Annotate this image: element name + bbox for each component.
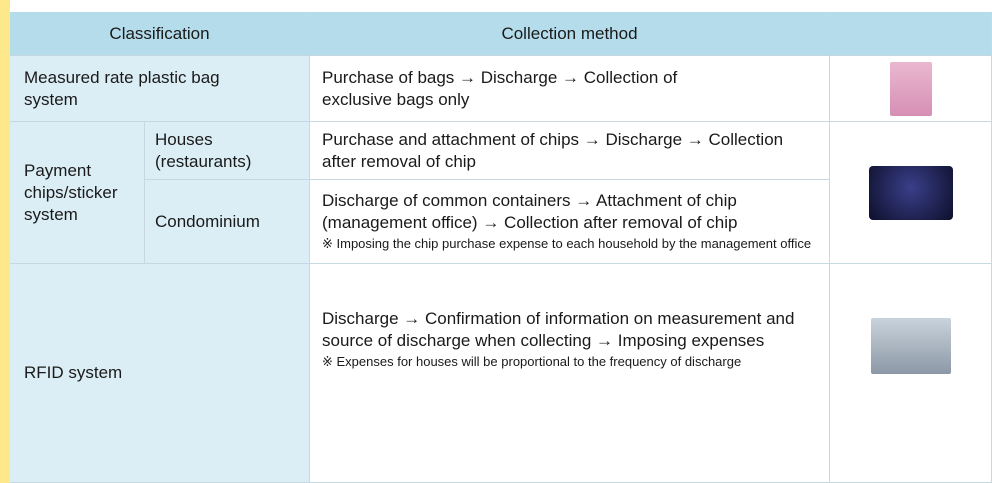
method-cell: Discharge → Confirmation of information … xyxy=(310,264,830,483)
method-cell: Purchase and attachment of chips → Disch… xyxy=(310,122,830,180)
header-text: Collection method xyxy=(501,23,638,43)
header-cell xyxy=(830,12,992,56)
chip-image xyxy=(868,165,953,220)
side-strip xyxy=(0,0,10,483)
type-text: Houses (restaurants) xyxy=(155,129,252,171)
header-text: Classification xyxy=(109,23,210,43)
method-text: Purchase of bags → Discharge → Collectio… xyxy=(322,67,678,109)
type-text: Condominium xyxy=(155,211,260,231)
note-text: ※ Imposing the chip purchase expense to … xyxy=(322,235,812,251)
bag-image xyxy=(889,61,932,116)
class-text: RFID system xyxy=(24,363,123,382)
image-cell xyxy=(830,56,992,122)
method-cell: Discharge of common containers → Attachm… xyxy=(310,180,830,264)
method-text: Discharge → Confirmation of information … xyxy=(322,309,795,350)
class-cell: Payment chips/sticker system xyxy=(10,122,145,264)
class-text: Measured rate plastic bag system xyxy=(24,67,220,109)
method-text: Purchase and attachment of chips → Disch… xyxy=(322,129,784,171)
note-text: ※ Expenses for houses will be proportion… xyxy=(322,354,742,369)
method-cell: Purchase of bags → Discharge → Collectio… xyxy=(310,56,830,122)
header-cell: Classification xyxy=(10,12,310,56)
image-cell xyxy=(830,122,992,264)
header-cell: Collection method xyxy=(310,12,830,56)
class-text: Payment chips/sticker system xyxy=(24,160,118,224)
class-cell: Measured rate plastic bag system xyxy=(10,56,310,122)
class-cell: RFID system xyxy=(10,264,310,483)
method-text: Discharge of common containers → Attachm… xyxy=(322,190,738,232)
type-cell: Houses (restaurants) xyxy=(145,122,310,180)
type-cell: Condominium xyxy=(145,180,310,264)
image-cell xyxy=(830,264,992,483)
rfid-image xyxy=(870,318,951,374)
